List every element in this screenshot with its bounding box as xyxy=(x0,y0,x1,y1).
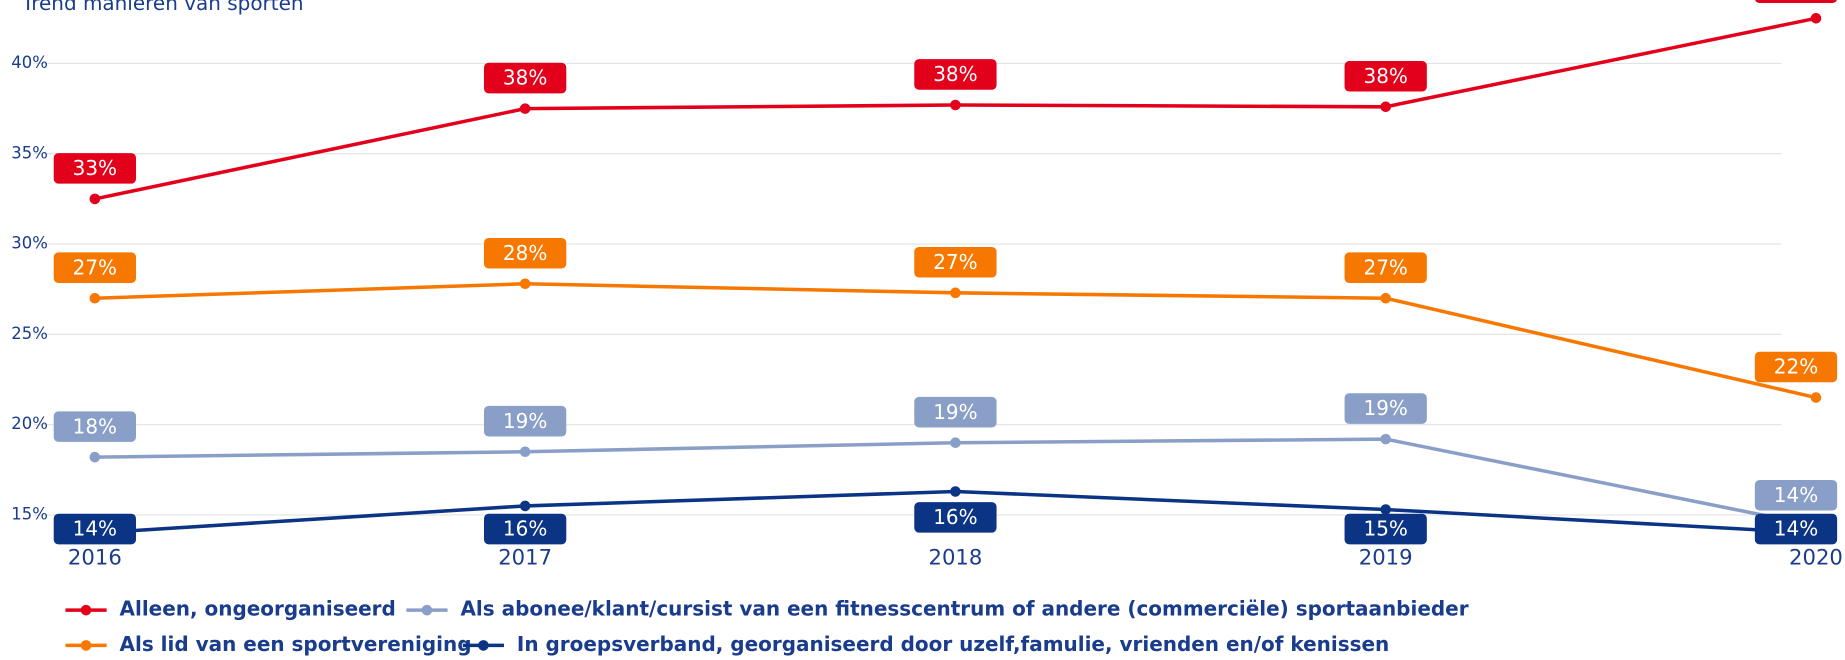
data-label: 27% xyxy=(933,250,977,274)
data-label-box xyxy=(1344,60,1427,92)
data-label-box xyxy=(914,502,997,533)
data-label-box xyxy=(1754,351,1838,383)
point xyxy=(89,451,101,463)
data-label: 38% xyxy=(503,66,547,90)
point xyxy=(950,99,961,111)
data-label-box xyxy=(53,513,137,545)
data-label-box xyxy=(1755,0,1837,4)
legend-swatch-dot xyxy=(80,604,92,616)
data-label: 38% xyxy=(1364,64,1408,88)
data-label: 33% xyxy=(73,156,117,180)
x-tick-label: 2020 xyxy=(1789,544,1843,569)
point xyxy=(950,287,961,299)
point xyxy=(519,103,531,114)
legend-label: Alleen, ongeorganiseerd xyxy=(120,597,396,621)
point xyxy=(1380,504,1391,515)
point xyxy=(1380,292,1391,304)
data-label: 19% xyxy=(1364,396,1408,420)
data-label: 38% xyxy=(933,62,977,86)
data-label-box xyxy=(1344,252,1427,283)
data-label: 16% xyxy=(933,505,977,529)
chart-title: Trend manieren van sporten xyxy=(21,0,304,15)
point xyxy=(1380,433,1391,445)
legend-swatch-dot xyxy=(478,640,489,651)
data-label: 27% xyxy=(73,255,117,279)
legend-swatch-dot xyxy=(80,640,92,651)
point xyxy=(519,278,531,290)
point xyxy=(89,292,101,304)
legend-swatch-dot xyxy=(421,604,433,616)
legend-label: Als lid van een sportvereniging xyxy=(120,632,472,656)
data-label-box xyxy=(914,59,997,90)
data-label-box xyxy=(53,153,137,184)
data-label: 28% xyxy=(503,241,547,265)
data-label-box xyxy=(1754,479,1838,511)
data-label: 19% xyxy=(503,409,547,433)
data-label: 15% xyxy=(1364,517,1408,541)
data-label-box xyxy=(483,237,567,269)
point xyxy=(1380,101,1391,113)
data-label-box xyxy=(914,396,997,428)
data-label: 14% xyxy=(1774,517,1818,541)
y-tick-label: 35% xyxy=(11,143,48,162)
x-tick-label: 2018 xyxy=(928,544,982,569)
y-tick-label: 40% xyxy=(11,53,48,72)
point xyxy=(1810,392,1822,403)
point xyxy=(519,500,531,512)
data-label-box xyxy=(1754,513,1838,545)
x-tick-label: 2016 xyxy=(68,544,122,569)
point xyxy=(89,193,101,205)
point xyxy=(950,486,961,497)
data-label-box xyxy=(1344,393,1427,424)
data-label-box xyxy=(914,246,997,278)
data-label: 27% xyxy=(1364,255,1408,279)
data-label-box xyxy=(53,252,137,283)
legend-label: In groepsverband, georganiseerd door uze… xyxy=(517,632,1389,656)
data-label: 16% xyxy=(503,517,547,541)
data-label: 22% xyxy=(1774,355,1818,379)
data-label-box xyxy=(483,405,567,437)
point xyxy=(1810,13,1822,24)
legend-label: Als abonee/klant/cursist van een fitness… xyxy=(460,597,1468,621)
data-label-box xyxy=(1344,513,1427,545)
y-tick-label: 20% xyxy=(11,414,48,433)
data-label-box xyxy=(483,513,567,545)
data-label: 18% xyxy=(73,414,117,438)
y-tick-label: 25% xyxy=(11,324,48,343)
series-line xyxy=(94,282,1817,400)
x-tick-label: 2019 xyxy=(1359,544,1413,569)
point xyxy=(519,446,531,458)
data-label: 14% xyxy=(1774,483,1818,507)
data-label-box xyxy=(53,411,137,442)
data-label-box xyxy=(483,62,567,94)
data-label: 19% xyxy=(933,400,977,424)
point xyxy=(950,437,961,449)
y-tick-label: 15% xyxy=(11,504,48,523)
y-tick-label: 30% xyxy=(11,234,48,253)
data-label: 14% xyxy=(73,517,117,541)
x-tick-label: 2017 xyxy=(498,544,552,569)
